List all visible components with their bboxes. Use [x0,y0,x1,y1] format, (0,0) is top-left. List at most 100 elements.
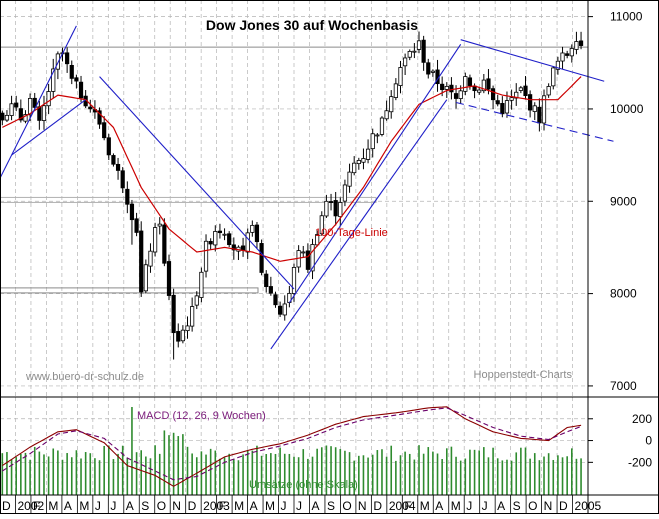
candle [509,89,514,110]
candle [449,77,454,100]
candle-body [504,100,510,114]
x-tick-label: O [157,499,166,513]
candle [162,218,167,267]
candle-body [370,133,375,150]
candle-body [55,53,60,70]
candle-body [148,250,153,267]
candle-body [51,68,56,92]
support-zone-lower [0,287,259,294]
candle-body [282,303,287,316]
candle [301,245,306,258]
candle [185,316,190,339]
candle [120,167,125,193]
candle [139,221,144,297]
candle-body [430,70,435,73]
candle [254,221,260,250]
candle [481,74,486,94]
candle-body [185,325,190,332]
candle [282,295,287,321]
candle-body [347,171,352,187]
candle-body [440,83,445,91]
candle-body [458,90,463,99]
x-tick-label: S [141,499,149,513]
candle-body [139,230,144,293]
candle-body [46,91,51,107]
candle [574,31,579,55]
candle [134,212,139,237]
candle [273,291,278,308]
candle [328,193,334,211]
x-tick-label: J [482,499,488,513]
candle-body [32,97,37,108]
candle [176,323,181,348]
candle [365,139,371,164]
candle [180,325,185,344]
candle-body [190,306,195,327]
candle-body [565,53,570,56]
candle-body [333,200,338,217]
candle [111,153,116,167]
chart-title: Dow Jones 30 auf Wochenbasis [206,17,418,33]
candle [78,75,84,103]
candle [268,276,273,296]
candle-body [217,230,223,234]
candle-body [153,227,158,253]
candle [32,92,37,111]
candle-body [365,148,371,160]
candle-body [18,108,23,121]
candle [500,96,505,118]
candle [305,243,310,273]
y-tick-label: 10000 [610,102,644,116]
x-tick-label: M [234,499,244,513]
candle [528,90,533,118]
y-tick-labels: 7000 8000 9000 10000 11000 200 0 -200 [588,10,652,469]
candle [310,238,315,280]
x-tick-label: J [110,499,116,513]
candle [41,95,47,130]
candle-body [532,105,537,112]
candle [227,231,232,248]
candle [4,110,10,123]
candle [342,179,348,207]
candle-body [389,96,394,113]
candle [157,217,162,235]
candle [23,110,28,124]
x-tick-label: J [296,499,302,513]
candle [259,239,264,276]
candle [379,116,385,137]
candle [166,254,172,301]
x-tick-label: N [358,499,367,513]
candle [338,197,343,226]
candle [361,148,366,170]
candle-body [88,106,93,110]
candle [495,94,500,107]
x-tick-label: O [342,499,351,513]
candle-body [120,170,125,189]
candle-body [555,60,561,70]
candle-body [41,105,47,121]
candle-body [467,77,473,86]
grid-layer [0,0,588,495]
candle [403,53,408,75]
candle-body [203,240,209,272]
candle-body [342,184,348,202]
candle [245,228,250,260]
candle-body [528,94,533,111]
x-tick-label: N [172,499,181,513]
candle [222,228,227,241]
candle-body [65,52,70,65]
trend-line [455,101,614,142]
candle [9,95,14,121]
candle-body [412,50,417,53]
candle-body [537,106,542,124]
candle [264,270,269,293]
candle-body [250,224,255,233]
candle-body [356,160,361,165]
candle-body [416,40,422,50]
candle-body [453,93,459,99]
candle-body [574,41,579,50]
x-tick-label: M [451,499,461,513]
candle-body [514,91,519,99]
candle-body [171,294,176,334]
